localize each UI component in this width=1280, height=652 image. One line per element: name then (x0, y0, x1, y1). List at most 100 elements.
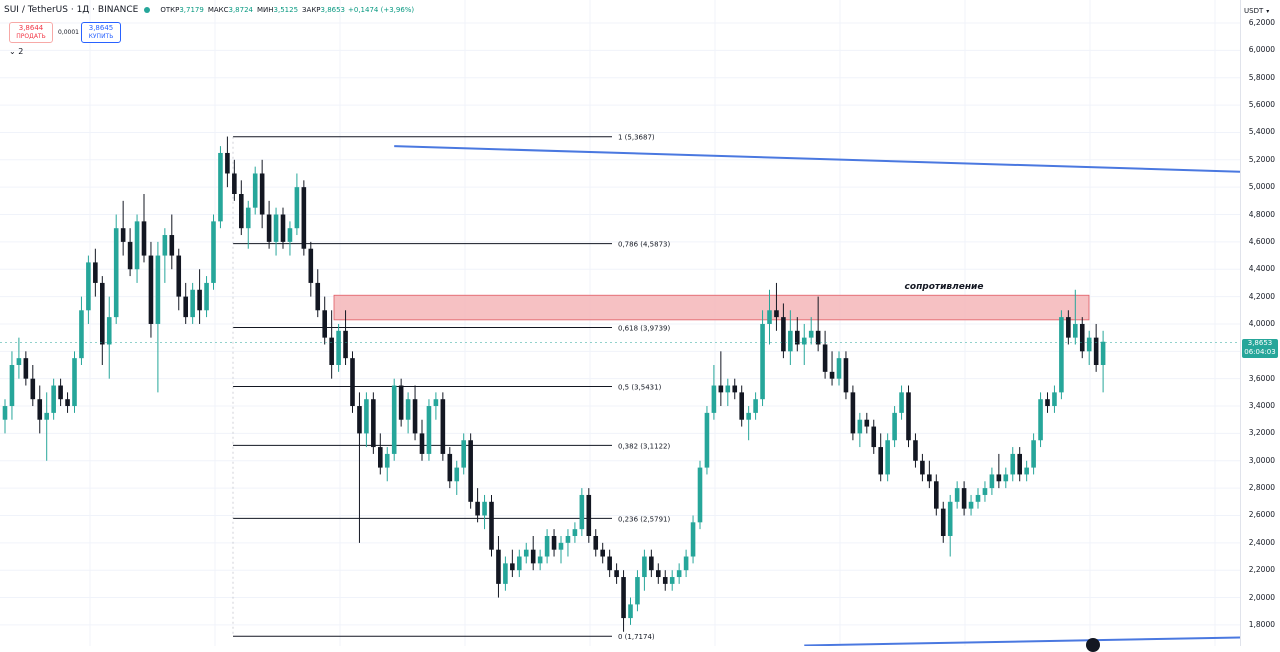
price-tick-label: 6,0000 (1248, 45, 1275, 55)
resistance-label: сопротивление (905, 282, 984, 292)
sell-label: ПРОДАТЬ (16, 33, 46, 40)
price-tick-label: 3,0000 (1248, 455, 1275, 465)
currency-select[interactable]: USDT ▾ (1244, 7, 1269, 15)
candle-body (795, 330, 800, 345)
candle-body (245, 207, 251, 229)
price-axis[interactable]: 6,2000 6,0000 5,8000 5,6000 5,4000 5,2000 5,00… (1240, 0, 1280, 646)
change-value: +0,1474 (+3,96%) (348, 6, 415, 14)
close-label: ЗАКР (302, 6, 321, 14)
candle-body (683, 556, 689, 571)
candle-body (322, 310, 327, 338)
candle-body (211, 221, 216, 283)
candle-body (371, 399, 376, 448)
candle-body (704, 412, 710, 468)
candle-body (106, 317, 112, 345)
fib-level-label: 0,5 (3,5431) (618, 383, 662, 391)
price-tick-label: 2,8000 (1248, 483, 1275, 493)
candle-body (440, 399, 446, 454)
candle-body (2, 406, 8, 420)
candle-body (1093, 337, 1099, 365)
spread-value: 0,0001 (58, 29, 79, 36)
candle-body (510, 563, 515, 571)
candle-body (697, 467, 703, 523)
candle-body (551, 536, 557, 550)
candle-body (239, 194, 244, 229)
candle-body (1010, 453, 1016, 475)
low-label: МИН (257, 6, 274, 14)
candlestick-chart[interactable]: сопротивление 1 (5,3687) 0,786 (4,5873) 0,6… (0, 0, 1240, 646)
candle-body (746, 412, 751, 420)
candle-body (364, 399, 369, 434)
candle-body (857, 419, 863, 434)
candle-body (537, 556, 543, 564)
candle-body (788, 330, 793, 352)
candle-body (920, 460, 925, 475)
price-tick-label: 3,6000 (1248, 373, 1275, 383)
trendline-descending (394, 145, 1240, 173)
price-tick-label: 3,4000 (1248, 401, 1275, 411)
candle-body (489, 501, 494, 550)
candle-body (197, 289, 202, 311)
candle-body (232, 173, 237, 194)
candle-body (607, 556, 612, 571)
candle-body (913, 440, 918, 461)
bar-countdown: 06:04:03 (1244, 348, 1276, 356)
symbol-title[interactable]: SUI / TetherUS · 1Д · BINANCE (4, 5, 139, 15)
candle-body (739, 392, 744, 420)
price-tick-label: 4,0000 (1248, 318, 1275, 328)
indicators-toggle[interactable]: ⌄ 2 (9, 47, 24, 56)
price-tick-label: 3,2000 (1248, 428, 1275, 438)
candle-body (391, 385, 397, 454)
sell-button[interactable]: 3,8644 ПРОДАТЬ (9, 22, 53, 43)
trendline-ascending (804, 636, 1240, 646)
price-tick-label: 4,4000 (1248, 264, 1275, 274)
candle-body (1066, 317, 1071, 338)
candle-body (1079, 323, 1085, 352)
candle-body (572, 529, 578, 536)
candle-body (864, 419, 870, 427)
price-tick-label: 4,2000 (1248, 291, 1275, 301)
market-status-icon (144, 6, 151, 13)
candle-body (433, 399, 439, 407)
candle-body (343, 330, 348, 359)
buy-button[interactable]: 3,8645 КУПИТЬ (81, 22, 121, 43)
candle-body (37, 399, 43, 420)
candle-body (725, 385, 731, 393)
candle-body (558, 542, 564, 550)
candle-body (822, 344, 828, 372)
candle-body (30, 378, 36, 400)
candle-body (503, 563, 508, 584)
candle-body (871, 426, 877, 448)
candle-body (357, 406, 362, 434)
candle-body (169, 235, 175, 256)
candle-body (1038, 399, 1043, 441)
candle-body (690, 522, 696, 557)
candle-body (1052, 392, 1057, 407)
candle-body (801, 337, 807, 345)
currency-label: USDT (1244, 7, 1264, 15)
candle-body (579, 494, 585, 530)
candle-body (1017, 453, 1022, 475)
candle-body (669, 577, 675, 584)
high-label: МАКС (207, 6, 229, 14)
candle-body (968, 501, 974, 509)
candle-body (767, 310, 772, 324)
high-value: 3,8724 (228, 6, 254, 14)
candle-body (927, 474, 932, 482)
candle-body (934, 481, 939, 509)
candle-body (940, 508, 946, 536)
price-tick-label: 5,6000 (1248, 100, 1275, 110)
fib-level-label: 0 (1,7174) (618, 633, 655, 641)
candle-body (774, 310, 779, 318)
candle-body (190, 289, 195, 318)
candle-body (836, 358, 842, 379)
candle-body (906, 392, 911, 441)
candle-body (273, 214, 279, 242)
candle-body (628, 604, 633, 619)
buy-label: КУПИТЬ (88, 33, 114, 40)
candle-body (760, 323, 765, 400)
candle-body (961, 488, 967, 509)
candle-body (266, 214, 272, 242)
candle-body (947, 501, 953, 536)
floating-action-icon[interactable] (1086, 638, 1100, 652)
